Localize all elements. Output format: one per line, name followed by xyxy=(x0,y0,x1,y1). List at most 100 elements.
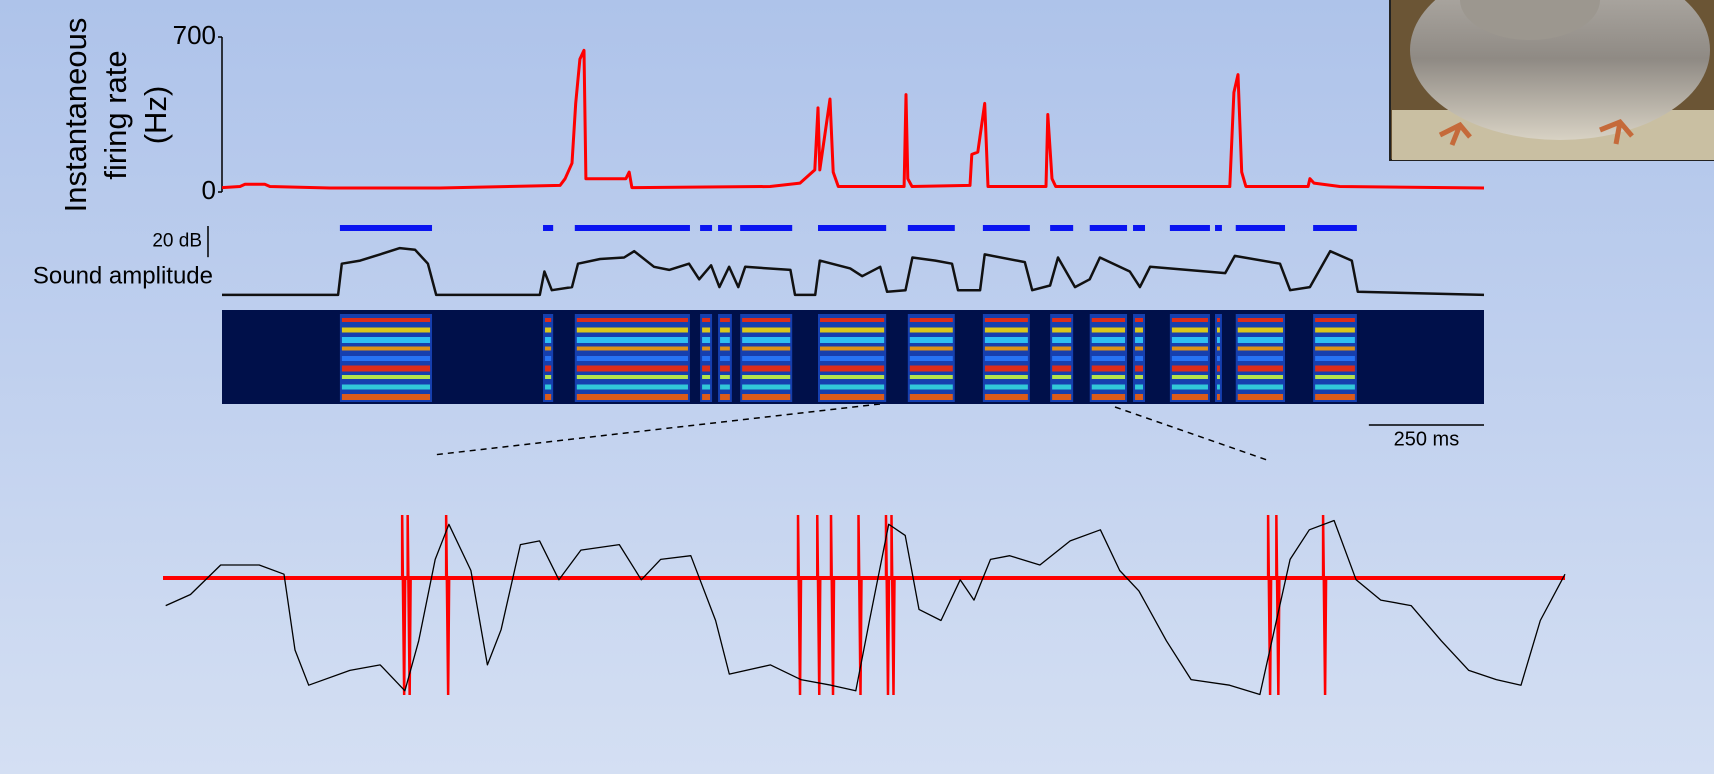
spectrogram-syllable xyxy=(700,314,713,402)
syllable-bar xyxy=(1133,225,1146,231)
spectrogram-band xyxy=(576,346,688,351)
spectrogram-band xyxy=(909,365,953,372)
spectrogram-band xyxy=(742,365,791,372)
y-axis-label: Sound amplitude xyxy=(33,262,213,289)
spectrogram-band xyxy=(1052,356,1072,361)
spectrogram-band xyxy=(702,365,711,372)
spectrogram-band xyxy=(1171,337,1208,343)
spectrogram-syllable xyxy=(1235,314,1286,402)
spectrogram-band xyxy=(1052,384,1072,390)
y-tick-label: 0 xyxy=(202,175,216,205)
spectrogram-band xyxy=(1135,365,1144,372)
spectrogram-band xyxy=(1217,318,1220,322)
spectrogram-band xyxy=(702,337,711,343)
spectrogram-band xyxy=(545,365,552,372)
spike xyxy=(796,514,803,696)
spectrogram-band xyxy=(1135,327,1144,333)
spike xyxy=(444,514,451,696)
spectrogram-band xyxy=(984,337,1028,343)
spectrogram-band xyxy=(909,346,953,351)
spectrogram-band xyxy=(1091,337,1126,343)
spectrogram-band xyxy=(1237,318,1284,322)
y-tick-label: 700 xyxy=(173,20,216,50)
spectrogram-band xyxy=(702,375,711,379)
spectrogram-band xyxy=(1091,384,1126,390)
spectrogram-band xyxy=(576,384,688,390)
spectrogram-syllable xyxy=(740,314,793,402)
spectrogram-band xyxy=(1091,356,1126,361)
spectrogram-band xyxy=(341,375,431,379)
spectrogram-band xyxy=(545,318,552,322)
spectrogram-band xyxy=(1135,394,1144,400)
syllable-bar xyxy=(1089,225,1128,231)
spectrogram-band xyxy=(1052,346,1072,351)
spectrogram-band xyxy=(819,394,885,400)
spectrogram-syllable xyxy=(1133,314,1146,402)
spectrogram-band xyxy=(720,337,730,343)
spectrogram-syllable xyxy=(907,314,955,402)
syllable-bar xyxy=(339,225,433,231)
syllable-bar xyxy=(817,225,887,231)
spectrogram-band xyxy=(1237,346,1284,351)
spectrogram-band xyxy=(341,337,431,343)
spectrogram-band xyxy=(341,346,431,351)
spectrogram-band xyxy=(1171,384,1208,390)
spectrogram-band xyxy=(1171,327,1208,333)
spectrogram-band xyxy=(1091,375,1126,379)
spectrogram-syllable xyxy=(339,314,433,402)
spectrogram-band xyxy=(909,375,953,379)
zoom-line xyxy=(432,403,881,456)
spectrogram-band xyxy=(1315,346,1355,351)
spectrogram-band xyxy=(984,318,1028,322)
spectrogram-band xyxy=(341,318,431,322)
spectrogram-band xyxy=(819,384,885,390)
spectrogram-band xyxy=(1171,346,1208,351)
spectrogram-band xyxy=(1091,318,1126,322)
spectrogram-band xyxy=(819,327,885,333)
spectrogram-band xyxy=(1052,327,1072,333)
y-axis-label: firing rate xyxy=(98,50,133,179)
spectrogram-band xyxy=(1237,394,1284,400)
spectrogram-band xyxy=(1052,318,1072,322)
spectrogram-band xyxy=(720,327,730,333)
spectrogram-band xyxy=(819,375,885,379)
spectrogram-syllable xyxy=(1215,314,1222,402)
spectrogram-band xyxy=(576,318,688,322)
spectrogram-band xyxy=(984,384,1028,390)
spike xyxy=(816,514,822,696)
spectrogram-band xyxy=(545,327,552,333)
syllable-bar xyxy=(1235,225,1286,231)
spectrogram-band xyxy=(702,384,711,390)
spectrogram-band xyxy=(720,375,730,379)
spectrogram-band xyxy=(702,318,711,322)
spectrogram-band xyxy=(341,327,431,333)
syllable-bar xyxy=(1215,225,1222,231)
spectrogram-band xyxy=(819,337,885,343)
spectrogram-band xyxy=(545,394,552,400)
spectrogram-band xyxy=(341,394,431,400)
scale-bar-label: 250 ms xyxy=(1394,428,1460,450)
spike xyxy=(406,514,412,696)
spectrogram-band xyxy=(819,365,885,372)
spectrogram-syllable xyxy=(718,314,732,402)
spectrogram-syllable xyxy=(1313,314,1357,402)
trace xyxy=(221,48,1485,190)
spectrogram-band xyxy=(545,384,552,390)
spectrogram-band xyxy=(545,375,552,379)
spectrogram-band xyxy=(1091,327,1126,333)
syllable-bar xyxy=(982,225,1030,231)
y-axis-label: Instantaneous xyxy=(58,18,93,213)
spectrogram-band xyxy=(341,365,431,372)
photo xyxy=(1389,0,1714,161)
spectrogram-band xyxy=(1237,337,1284,343)
spectrogram-band xyxy=(1091,365,1126,372)
spectrogram-band xyxy=(1171,375,1208,379)
syllable-bar xyxy=(574,225,690,231)
syllable-bar xyxy=(543,225,554,231)
spectrogram-syllable xyxy=(543,314,554,402)
spectrogram-band xyxy=(1315,337,1355,343)
spectrogram-syllable xyxy=(1050,314,1074,402)
spectrogram-band xyxy=(742,346,791,351)
spectrogram-band xyxy=(1052,375,1072,379)
